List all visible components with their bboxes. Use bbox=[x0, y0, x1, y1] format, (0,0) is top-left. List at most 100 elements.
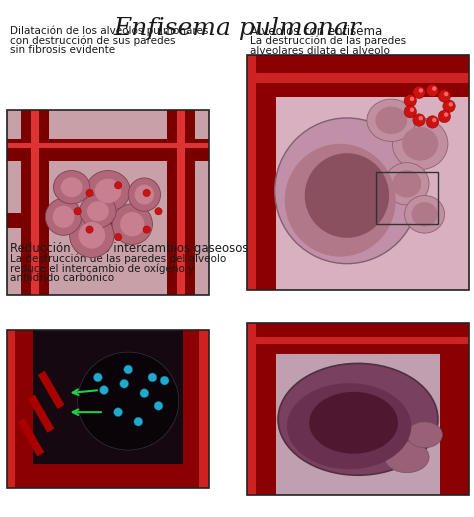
Bar bbox=[376, 172, 438, 224]
Ellipse shape bbox=[95, 179, 121, 203]
Circle shape bbox=[419, 116, 423, 120]
Ellipse shape bbox=[305, 153, 389, 238]
Text: La destrucción de las paredes del alveolo: La destrucción de las paredes del alveol… bbox=[10, 253, 226, 264]
Ellipse shape bbox=[61, 177, 82, 197]
Ellipse shape bbox=[79, 222, 105, 249]
Bar bbox=[7, 330, 209, 488]
Ellipse shape bbox=[128, 178, 161, 211]
Circle shape bbox=[100, 386, 109, 394]
Bar bbox=[247, 337, 469, 344]
Circle shape bbox=[404, 105, 417, 118]
Circle shape bbox=[154, 401, 163, 410]
Bar bbox=[247, 323, 469, 495]
Ellipse shape bbox=[392, 170, 421, 197]
Bar bbox=[440, 323, 469, 495]
Bar bbox=[247, 323, 276, 495]
Text: Reducción de los intercambios gaseosos: Reducción de los intercambios gaseosos bbox=[10, 242, 248, 255]
Text: alveolares dilata el alveolo: alveolares dilata el alveolo bbox=[250, 46, 390, 56]
Text: Alveolos con enfisema: Alveolos con enfisema bbox=[250, 25, 382, 38]
Ellipse shape bbox=[80, 194, 116, 228]
Ellipse shape bbox=[411, 202, 438, 226]
Bar bbox=[7, 464, 209, 488]
Circle shape bbox=[438, 110, 451, 123]
Ellipse shape bbox=[70, 213, 114, 257]
Ellipse shape bbox=[405, 195, 445, 233]
Ellipse shape bbox=[407, 422, 442, 448]
Ellipse shape bbox=[278, 363, 438, 475]
Ellipse shape bbox=[285, 144, 396, 256]
Circle shape bbox=[426, 116, 439, 128]
Ellipse shape bbox=[112, 204, 153, 245]
Circle shape bbox=[86, 189, 93, 196]
Text: anhídrido carbónico: anhídrido carbónico bbox=[10, 273, 114, 283]
Circle shape bbox=[74, 208, 82, 215]
Ellipse shape bbox=[86, 171, 130, 211]
Ellipse shape bbox=[384, 163, 429, 205]
Bar bbox=[7, 330, 33, 488]
Bar bbox=[21, 110, 49, 295]
Circle shape bbox=[114, 408, 123, 417]
Bar bbox=[247, 54, 256, 290]
Circle shape bbox=[404, 95, 417, 107]
Circle shape bbox=[134, 417, 143, 426]
Circle shape bbox=[148, 373, 157, 382]
Circle shape bbox=[155, 208, 162, 215]
Ellipse shape bbox=[275, 118, 419, 264]
Circle shape bbox=[160, 376, 169, 385]
Circle shape bbox=[143, 189, 150, 196]
Text: reduce el intercambio de oxígeno y: reduce el intercambio de oxígeno y bbox=[10, 263, 194, 273]
Ellipse shape bbox=[78, 352, 179, 450]
Bar bbox=[7, 139, 209, 161]
Bar bbox=[183, 330, 209, 488]
Circle shape bbox=[443, 100, 455, 112]
Ellipse shape bbox=[375, 107, 407, 134]
Ellipse shape bbox=[135, 185, 154, 205]
Circle shape bbox=[86, 226, 93, 233]
Bar bbox=[18, 418, 44, 457]
Ellipse shape bbox=[54, 171, 90, 204]
Circle shape bbox=[413, 114, 425, 126]
Bar bbox=[7, 110, 209, 295]
Ellipse shape bbox=[46, 199, 82, 235]
Text: sin fibrosis evidente: sin fibrosis evidente bbox=[10, 45, 115, 55]
Ellipse shape bbox=[384, 442, 429, 473]
Bar bbox=[38, 371, 64, 409]
Ellipse shape bbox=[120, 212, 145, 236]
Bar bbox=[247, 323, 469, 354]
Bar bbox=[247, 73, 469, 83]
Bar bbox=[247, 54, 469, 290]
Circle shape bbox=[140, 389, 149, 398]
Ellipse shape bbox=[287, 383, 411, 469]
Circle shape bbox=[432, 86, 437, 91]
Circle shape bbox=[438, 90, 451, 102]
Ellipse shape bbox=[392, 118, 448, 170]
Circle shape bbox=[124, 365, 133, 374]
Bar bbox=[166, 110, 195, 295]
Text: La destrucción de las paredes: La destrucción de las paredes bbox=[250, 36, 406, 47]
Bar bbox=[177, 110, 185, 295]
Circle shape bbox=[444, 112, 448, 117]
Bar bbox=[31, 110, 39, 295]
Circle shape bbox=[413, 86, 425, 99]
Circle shape bbox=[114, 181, 122, 189]
Bar bbox=[247, 323, 469, 495]
Circle shape bbox=[410, 97, 414, 101]
Ellipse shape bbox=[309, 392, 398, 454]
Ellipse shape bbox=[53, 206, 74, 228]
Circle shape bbox=[143, 226, 150, 233]
Circle shape bbox=[410, 108, 414, 112]
Circle shape bbox=[93, 373, 102, 382]
Bar bbox=[247, 54, 469, 290]
Ellipse shape bbox=[367, 99, 416, 142]
Circle shape bbox=[114, 234, 122, 241]
Bar bbox=[247, 54, 469, 97]
Circle shape bbox=[448, 102, 453, 107]
Circle shape bbox=[120, 379, 128, 388]
Text: Enfisema pulmonar: Enfisema pulmonar bbox=[113, 17, 361, 40]
Ellipse shape bbox=[402, 127, 438, 161]
Bar bbox=[247, 323, 256, 495]
Circle shape bbox=[426, 84, 439, 97]
Bar bbox=[7, 213, 118, 228]
Bar bbox=[7, 143, 209, 148]
Bar bbox=[7, 330, 209, 488]
